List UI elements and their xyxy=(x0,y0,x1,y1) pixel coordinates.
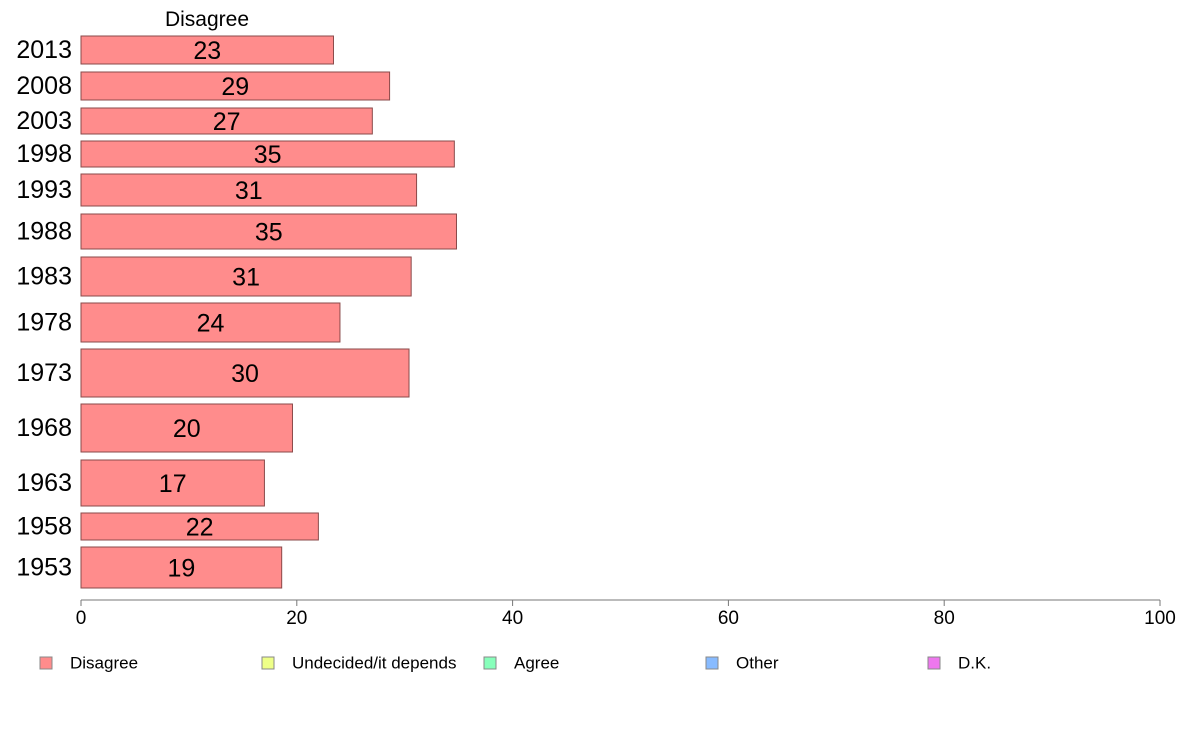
x-tick-label: 0 xyxy=(76,608,87,629)
bar-disagree xyxy=(80,35,334,65)
x-tick-label: 60 xyxy=(718,608,739,629)
category-label: 1988 xyxy=(16,218,72,246)
bar-disagree xyxy=(80,302,341,343)
data-label: 24 xyxy=(197,310,225,338)
bar-disagree xyxy=(80,512,319,541)
data-label: 23 xyxy=(193,37,221,65)
bar-disagree xyxy=(80,256,412,297)
bar-disagree xyxy=(80,403,293,453)
legend-swatch xyxy=(261,656,275,670)
data-label: 31 xyxy=(232,264,260,292)
x-tick-label: 40 xyxy=(502,608,523,629)
legend-swatch xyxy=(39,656,53,670)
category-label: 2013 xyxy=(16,36,72,64)
category-label: 1953 xyxy=(16,554,72,582)
data-label: 22 xyxy=(186,514,214,542)
data-label: 30 xyxy=(231,360,259,388)
legend-swatch xyxy=(705,656,719,670)
category-label: 1973 xyxy=(16,359,72,387)
data-label: 19 xyxy=(167,555,195,583)
data-label: 20 xyxy=(173,415,201,443)
x-tick-label: 100 xyxy=(1144,608,1176,629)
bar-disagree xyxy=(80,213,457,250)
legend-label: Other xyxy=(736,654,779,673)
legend-swatch xyxy=(927,656,941,670)
legend-swatch xyxy=(483,656,497,670)
legend-label: Undecided/it depends xyxy=(292,654,456,673)
data-label: 31 xyxy=(235,177,263,205)
panel-title: Disagree xyxy=(165,8,249,31)
bar-disagree xyxy=(80,546,283,589)
category-label: 1983 xyxy=(16,263,72,291)
bar-disagree xyxy=(80,173,418,207)
bar-disagree xyxy=(80,140,455,168)
legend-label: Disagree xyxy=(70,654,138,673)
data-label: 29 xyxy=(221,73,249,101)
category-label: 1993 xyxy=(16,176,72,204)
bar-disagree xyxy=(80,459,265,507)
bar-disagree xyxy=(80,107,373,135)
bars-group: 2013 23 2008 29 2003 27 1998 35 1993 31 1988 35 1983… xyxy=(16,35,457,589)
category-label: 1963 xyxy=(16,469,72,497)
legend: Disagree Undecided/it depends Agree Other D.… xyxy=(39,654,991,673)
category-label: 2003 xyxy=(16,107,72,135)
data-label: 27 xyxy=(213,108,241,136)
category-label: 1978 xyxy=(16,309,72,337)
bar-disagree xyxy=(80,71,391,101)
legend-label: Agree xyxy=(514,654,559,673)
category-label: 2008 xyxy=(16,72,72,100)
legend-label: D.K. xyxy=(958,654,991,673)
data-label: 35 xyxy=(254,141,282,169)
category-label: 1998 xyxy=(16,140,72,168)
x-axis: 0 20 40 60 80 100 xyxy=(76,599,1176,629)
category-label: 1958 xyxy=(16,513,72,541)
bar-disagree xyxy=(80,348,410,398)
x-tick-label: 80 xyxy=(934,608,955,629)
category-label: 1968 xyxy=(16,414,72,442)
data-label: 17 xyxy=(159,470,187,498)
x-tick-label: 20 xyxy=(286,608,307,629)
data-label: 35 xyxy=(255,219,283,247)
